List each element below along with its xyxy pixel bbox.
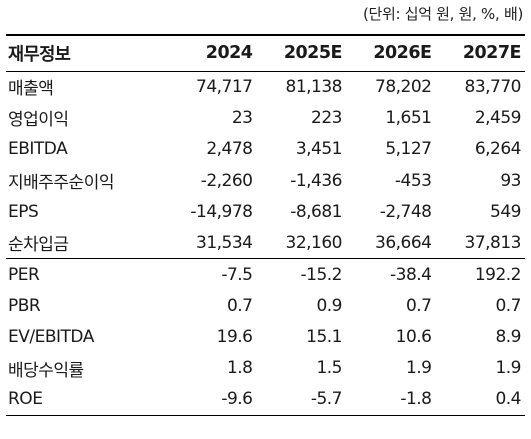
- cell-value: 83,770: [464, 76, 522, 97]
- row-label: EPS: [8, 201, 39, 222]
- cell-value: 1.9: [405, 358, 432, 379]
- cell-value: -7.5: [221, 264, 253, 285]
- cell-value: 2,459: [474, 107, 522, 128]
- cell-value: -38.4: [390, 264, 432, 285]
- cell-value: 0.9: [316, 295, 342, 316]
- cell-value: 19.6: [216, 327, 253, 348]
- table-row: 순차입금 31,534 32,160 36,664 37,813: [6, 227, 525, 259]
- row-label: ROE: [8, 389, 43, 410]
- cell-value: 74,717: [196, 76, 253, 97]
- cell-value: 32,160: [285, 232, 343, 253]
- table-row: 배당수익률 1.8 1.5 1.9 1.9: [6, 353, 525, 384]
- table-row: PBR 0.7 0.9 0.7 0.7: [6, 290, 525, 321]
- cell-value: 31,534: [196, 232, 253, 253]
- cell-value: -453: [394, 170, 432, 191]
- cell-value: 37,813: [464, 232, 522, 253]
- table-row: EBITDA 2,478 3,451 5,127 6,264: [6, 134, 525, 165]
- row-label: 영업이익: [8, 110, 69, 131]
- header-label: 재무정보: [8, 44, 71, 65]
- table-row: PER -7.5 -15.2 -38.4 192.2: [6, 259, 525, 290]
- cell-value: -2,260: [200, 170, 253, 191]
- header-year: 2025E: [283, 43, 343, 64]
- row-label: EBITDA: [8, 139, 68, 160]
- cell-value: -14,978: [190, 201, 253, 222]
- row-label: 매출액: [8, 79, 54, 100]
- cell-value: 1.8: [226, 358, 253, 379]
- cell-value: 6,264: [474, 139, 522, 160]
- cell-value: -9.6: [221, 389, 253, 410]
- cell-value: 8.9: [495, 327, 521, 348]
- unit-note: (단위: 십억 원, 원, %, 배): [362, 5, 523, 23]
- cell-value: 0.7: [495, 295, 521, 316]
- row-label: 지배주주순이익: [8, 173, 114, 194]
- table-row: ROE -9.6 -5.7 -1.8 0.4: [6, 384, 525, 416]
- row-label: EV/EBITDA: [8, 327, 94, 348]
- cell-value: -5.7: [310, 389, 343, 410]
- cell-value: 0.4: [495, 389, 521, 410]
- row-label: 순차입금: [8, 235, 69, 256]
- cell-value: 81,138: [285, 76, 343, 97]
- cell-value: 93: [500, 170, 521, 191]
- cell-value: 0.7: [405, 295, 432, 316]
- cell-value: -1.8: [400, 389, 432, 410]
- cell-value: 223: [311, 107, 342, 128]
- cell-value: 549: [490, 201, 521, 222]
- row-label: 배당수익률: [8, 360, 84, 381]
- table-row: 매출액 74,717 81,138 78,202 83,770: [6, 71, 525, 102]
- cell-value: 0.7: [226, 295, 253, 316]
- header-year: 2026E: [373, 43, 432, 64]
- cell-value: 5,127: [385, 139, 432, 160]
- row-label: PER: [8, 264, 40, 285]
- cell-value: -8,681: [290, 201, 342, 222]
- cell-value: -1,436: [290, 170, 342, 191]
- cell-value: 36,664: [375, 232, 432, 253]
- table-row: EPS -14,978 -8,681 -2,748 549: [6, 196, 525, 227]
- table-row: EV/EBITDA 19.6 15.1 10.6 8.9: [6, 321, 525, 352]
- cell-value: 192.2: [474, 264, 522, 285]
- table-row: 영업이익 23 223 1,651 2,459: [6, 102, 525, 133]
- cell-value: 1.9: [495, 358, 521, 379]
- row-label: PBR: [8, 295, 41, 316]
- cell-value: 15.1: [306, 327, 342, 348]
- cell-value: 2,478: [206, 139, 253, 160]
- cell-value: -2,748: [379, 201, 432, 222]
- cell-value: 1,651: [385, 107, 432, 128]
- cell-value: 3,451: [295, 139, 343, 160]
- cell-value: 23: [231, 107, 253, 128]
- cell-value: -15.2: [300, 264, 343, 285]
- cell-value: 10.6: [395, 327, 432, 348]
- cell-value: 1.5: [316, 358, 342, 379]
- header-year: 2024: [205, 43, 253, 64]
- cell-value: 78,202: [375, 76, 432, 97]
- table-header-row: 재무정보 2024 2025E 2026E 2027E: [6, 35, 525, 71]
- header-year: 2027E: [462, 43, 522, 64]
- table-row: 지배주주순이익 -2,260 -1,436 -453 93: [6, 165, 525, 196]
- financial-summary-table: 재무정보 2024 2025E 2026E 2027E 매출액 74,717 8…: [6, 34, 525, 416]
